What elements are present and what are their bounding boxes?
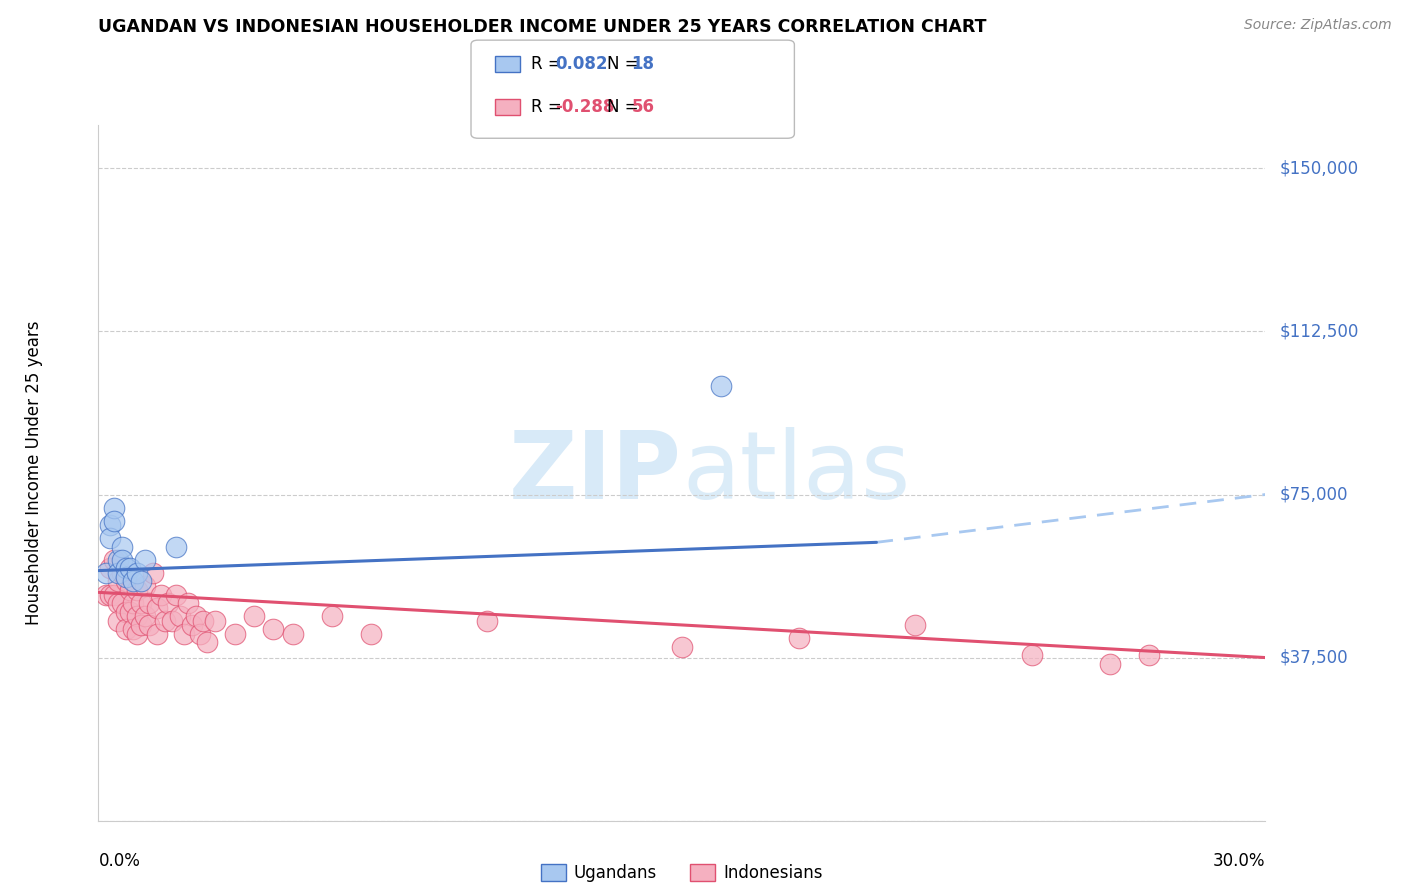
Point <box>107 574 129 589</box>
Point <box>114 574 136 589</box>
Point <box>103 588 125 602</box>
Point <box>360 626 382 640</box>
Point <box>173 626 195 640</box>
Point <box>103 514 125 528</box>
Point <box>184 609 207 624</box>
Point <box>477 614 499 628</box>
Point <box>1021 648 1043 663</box>
Point <box>103 552 125 567</box>
Point <box>96 566 118 580</box>
Text: $112,500: $112,500 <box>1279 322 1358 341</box>
Point <box>281 626 304 640</box>
Point <box>1137 648 1160 663</box>
Point <box>904 618 927 632</box>
Point <box>107 614 129 628</box>
Point <box>204 614 226 628</box>
Text: $37,500: $37,500 <box>1279 648 1348 666</box>
Point <box>146 626 169 640</box>
Point <box>142 566 165 580</box>
Point <box>98 517 121 532</box>
Text: N =: N = <box>607 55 644 73</box>
Point <box>114 623 136 637</box>
Point <box>107 552 129 567</box>
Point <box>127 566 149 580</box>
Point <box>114 561 136 575</box>
Text: atlas: atlas <box>682 426 910 519</box>
Point <box>98 531 121 545</box>
Point <box>193 614 215 628</box>
Legend: Ugandans, Indonesians: Ugandans, Indonesians <box>534 857 830 888</box>
Point <box>787 631 810 645</box>
Text: UGANDAN VS INDONESIAN HOUSEHOLDER INCOME UNDER 25 YEARS CORRELATION CHART: UGANDAN VS INDONESIAN HOUSEHOLDER INCOME… <box>98 18 987 36</box>
Point <box>129 618 152 632</box>
Text: ZIP: ZIP <box>509 426 682 519</box>
Text: $150,000: $150,000 <box>1279 160 1358 178</box>
Point <box>165 588 187 602</box>
Point <box>127 583 149 598</box>
Point <box>118 583 141 598</box>
Point <box>134 609 156 624</box>
Point <box>138 618 160 632</box>
Text: N =: N = <box>607 98 644 116</box>
Text: $75,000: $75,000 <box>1279 485 1348 503</box>
Point <box>243 609 266 624</box>
Point <box>122 574 145 589</box>
Text: 0.082: 0.082 <box>555 55 607 73</box>
Point <box>129 596 152 610</box>
Point <box>98 588 121 602</box>
Point <box>169 609 191 624</box>
Point <box>127 609 149 624</box>
Point <box>195 635 218 649</box>
Point <box>107 596 129 610</box>
Point <box>114 570 136 584</box>
Point <box>146 600 169 615</box>
Point <box>118 561 141 575</box>
Point <box>103 500 125 515</box>
Point <box>224 626 246 640</box>
Point <box>129 574 152 589</box>
Point <box>134 552 156 567</box>
Point <box>710 378 733 392</box>
Point <box>165 540 187 554</box>
Point <box>321 609 343 624</box>
Point <box>111 566 134 580</box>
Point <box>162 614 184 628</box>
Text: 56: 56 <box>631 98 654 116</box>
Point <box>122 596 145 610</box>
Point <box>177 596 200 610</box>
Point <box>111 596 134 610</box>
Point <box>157 596 180 610</box>
Point <box>188 626 211 640</box>
Point <box>111 552 134 567</box>
Text: Householder Income Under 25 years: Householder Income Under 25 years <box>25 320 44 625</box>
Point <box>118 605 141 619</box>
Text: 30.0%: 30.0% <box>1213 852 1265 870</box>
Text: Source: ZipAtlas.com: Source: ZipAtlas.com <box>1244 18 1392 32</box>
Point <box>138 596 160 610</box>
Point <box>114 605 136 619</box>
Point <box>107 566 129 580</box>
Point <box>671 640 693 654</box>
Text: -0.288: -0.288 <box>555 98 614 116</box>
Point <box>127 626 149 640</box>
Point <box>111 540 134 554</box>
Point <box>98 561 121 575</box>
Point <box>134 579 156 593</box>
Point <box>149 588 172 602</box>
Text: 18: 18 <box>631 55 654 73</box>
Point <box>1098 657 1121 671</box>
Point <box>180 618 202 632</box>
Text: R =: R = <box>531 55 568 73</box>
Text: R =: R = <box>531 98 568 116</box>
Point <box>96 588 118 602</box>
Point <box>262 623 284 637</box>
Text: 0.0%: 0.0% <box>98 852 141 870</box>
Point <box>122 623 145 637</box>
Point <box>153 614 176 628</box>
